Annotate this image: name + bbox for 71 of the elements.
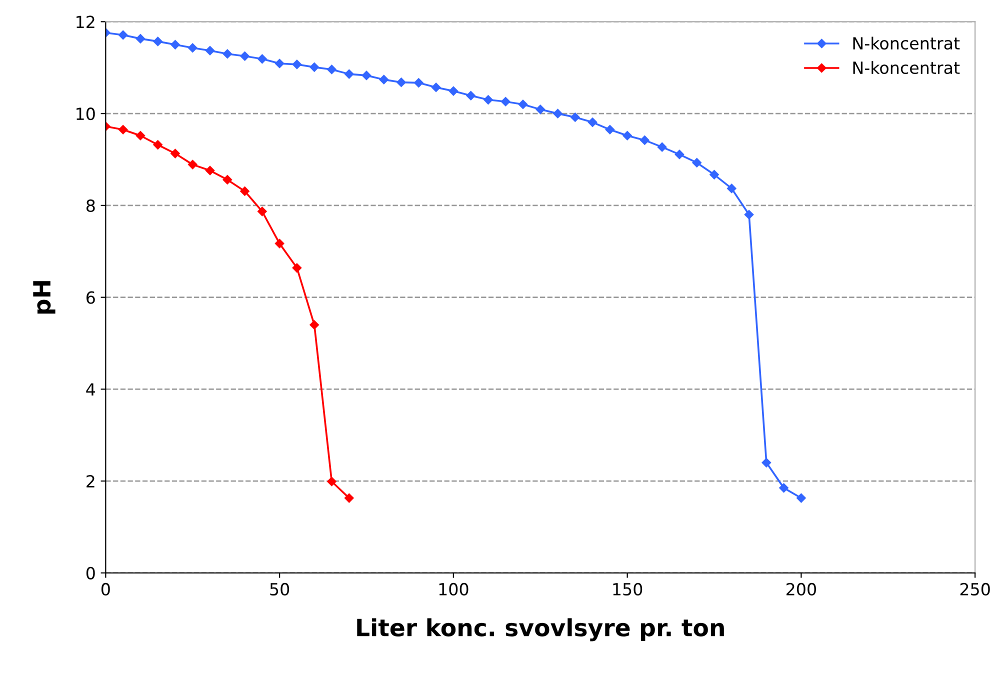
point [188,43,198,52]
point [118,30,128,40]
legend-label: N-koncentrat [853,61,960,74]
point [484,95,493,104]
y-tick-label: 0 [86,566,95,580]
x-tick-label: 100 [439,582,468,596]
legend-label: N-koncentrat [853,36,960,50]
point [170,148,180,158]
x-tick-label: 150 [613,582,642,596]
point [274,58,284,68]
point [779,483,788,493]
point [153,36,162,46]
point [570,112,580,122]
point [674,150,684,160]
point [536,104,545,114]
point [222,49,232,58]
point [431,82,441,92]
x-axis-title: Liter konc. svovlsyre pr. ton [357,618,724,642]
point [258,206,267,216]
point [657,142,667,152]
point [240,186,250,196]
point [292,263,302,273]
y-tick-label: 6 [86,291,95,304]
x-tick-label: 200 [786,582,816,596]
point [710,170,719,180]
point [136,130,146,140]
y-tick-label: 8 [86,199,95,212]
point [170,40,180,50]
y-tick-label: 4 [86,383,96,396]
point [153,140,162,150]
point [588,118,598,127]
point [222,175,232,184]
point [518,100,528,109]
point [553,108,562,118]
point [640,136,650,145]
x-tick-label: 50 [270,582,290,596]
point [500,97,510,106]
point [188,160,198,170]
point [466,91,476,100]
point [292,60,302,70]
point [274,238,284,248]
point [796,493,806,503]
y-tick-label: 2 [86,475,94,488]
point [396,78,406,87]
point [344,69,354,79]
x-tick-label: 0 [101,582,110,596]
point [744,210,754,220]
point [344,493,354,503]
point [205,46,215,56]
point [327,64,336,74]
point [362,70,372,80]
y-tick-label: 12 [76,16,94,28]
point [692,158,702,168]
point [205,166,215,176]
y-axis-title: pH [33,281,56,314]
point [136,34,146,44]
point [310,320,319,330]
point [762,458,772,468]
x-tick-label: 250 [960,582,990,596]
point [414,78,424,88]
point [605,125,615,134]
point [310,62,319,72]
point [448,86,458,96]
point [258,54,267,64]
point [240,52,250,61]
y-tick-label: 10 [76,108,95,120]
point [727,184,736,194]
point [622,130,632,140]
point [379,74,389,84]
point [327,476,336,486]
point [118,125,128,134]
